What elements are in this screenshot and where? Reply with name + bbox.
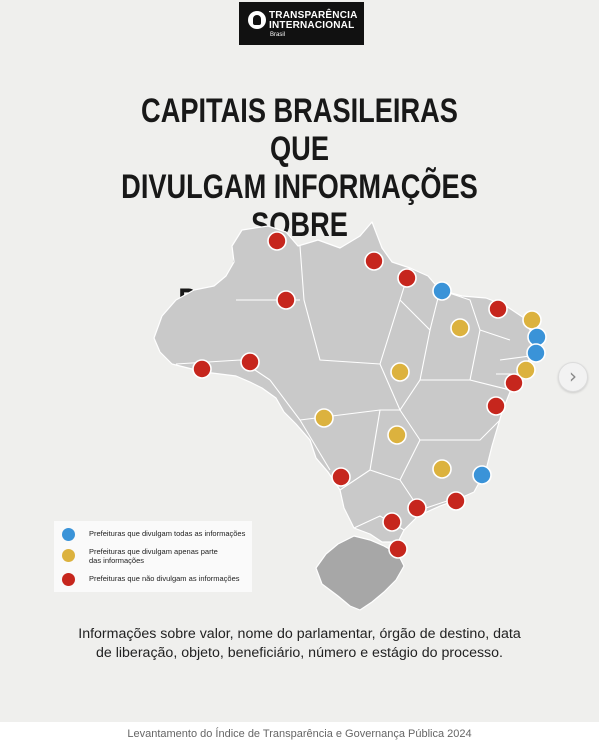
- legend-item-all: Prefeituras que divulgam todas as inform…: [60, 528, 252, 542]
- description-line-2: de liberação, objeto, beneficiário, núme…: [96, 645, 503, 661]
- footer-source: Levantamento do Índice de Transparência …: [127, 728, 472, 740]
- brazil-south-region: [315, 535, 405, 611]
- footer: Levantamento do Índice de Transparência …: [0, 722, 599, 752]
- brazil-north-center-region: [153, 221, 533, 543]
- capital-marker-none: [382, 512, 402, 532]
- capital-marker-all: [472, 465, 492, 485]
- capital-markers: [192, 231, 547, 559]
- description-line-1: Informações sobre valor, nome do parlame…: [78, 626, 521, 642]
- legend-label-none: Prefeituras que não divulgam as informaç…: [89, 574, 240, 583]
- transparencia-logo: TRANSPARÊNCIA INTERNACIONAL Brasil: [239, 2, 364, 45]
- legend-label-partial: Prefeituras que divulgam apenas parte da…: [89, 547, 249, 565]
- map-description: Informações sobre valor, nome do parlame…: [40, 625, 559, 663]
- capital-marker-none: [388, 539, 408, 559]
- capital-marker-none: [488, 299, 508, 319]
- title-line-2: DIVULGAM INFORMAÇÕES SOBRE: [121, 168, 478, 244]
- brazil-map: [153, 221, 547, 611]
- capital-marker-none: [331, 467, 351, 487]
- capital-marker-partial: [450, 318, 470, 338]
- legend-label-partial-line-2: das informações: [89, 555, 145, 565]
- capital-marker-none: [397, 268, 417, 288]
- legend-item-none: Prefeituras que não divulgam as informaç…: [60, 573, 252, 587]
- title-line-1: CAPITAIS BRASILEIRAS QUE: [141, 92, 458, 168]
- legend-dot-partial: [62, 549, 75, 562]
- logo-line-1: TRANSPARÊNCIA: [269, 10, 358, 21]
- capital-marker-partial: [314, 408, 334, 428]
- capital-marker-partial: [432, 459, 452, 479]
- capital-marker-none: [407, 498, 427, 518]
- infographic-card: TRANSPARÊNCIA INTERNACIONAL Brasil CAPIT…: [0, 0, 599, 722]
- capital-marker-partial: [390, 362, 410, 382]
- capital-marker-all: [526, 343, 546, 363]
- capital-marker-partial: [516, 360, 536, 380]
- legend-label-all: Prefeituras que divulgam todas as inform…: [89, 529, 246, 538]
- legend-label-partial-line-1: Prefeituras que divulgam apenas parte: [89, 547, 218, 556]
- capital-marker-partial: [522, 310, 542, 330]
- capital-marker-none: [240, 352, 260, 372]
- capital-marker-partial: [387, 425, 407, 445]
- next-slide-button[interactable]: ›: [558, 362, 588, 392]
- capital-marker-none: [267, 231, 287, 251]
- logo-line-3: Brasil: [270, 32, 286, 38]
- legend-dot-all: [62, 528, 75, 541]
- capital-marker-none: [486, 396, 506, 416]
- capital-marker-none: [364, 251, 384, 271]
- capital-marker-all: [432, 281, 452, 301]
- capital-marker-none: [276, 290, 296, 310]
- capital-marker-none: [192, 359, 212, 379]
- capital-marker-none: [504, 373, 524, 393]
- legend-dot-none: [62, 573, 75, 586]
- logo-mark-icon: [248, 11, 266, 29]
- capital-marker-none: [446, 491, 466, 511]
- chevron-right-icon: ›: [569, 364, 577, 388]
- legend-item-partial: Prefeituras que divulgam apenas parte da…: [60, 547, 252, 566]
- map-legend: Prefeituras que divulgam todas as inform…: [54, 521, 252, 592]
- logo-line-2: INTERNACIONAL: [269, 20, 355, 31]
